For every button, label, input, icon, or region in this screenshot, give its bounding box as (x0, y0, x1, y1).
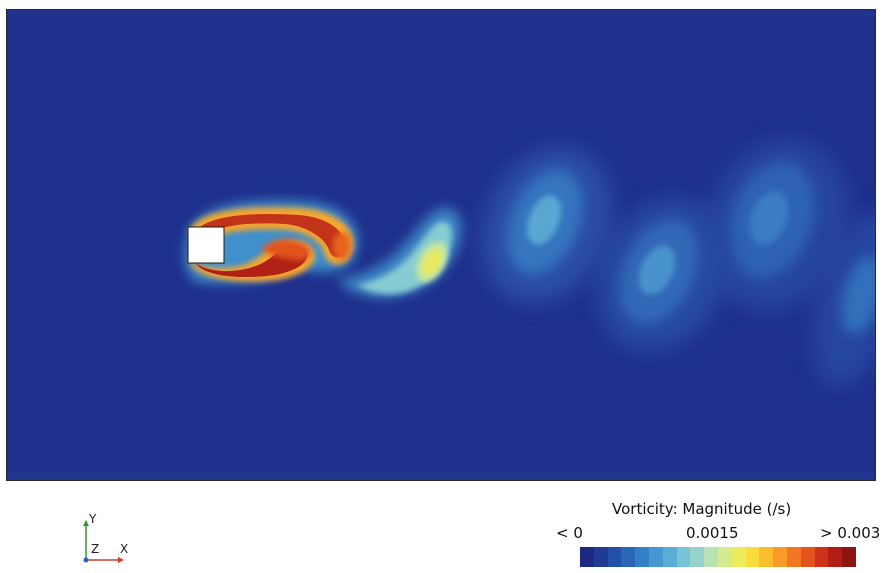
mid-wake-vortices (480, 146, 728, 353)
bottom-wall-band (7, 472, 875, 480)
colorbar-swatch (786, 547, 801, 567)
axes-triad: Y Z X (78, 508, 138, 568)
colorbar-swatch (814, 547, 829, 567)
colorbar-swatch (731, 547, 746, 567)
wake-vortex-far-1-center (749, 190, 789, 246)
legend-max-label: > 0.003 (820, 524, 881, 542)
colorbar-swatch (828, 547, 843, 567)
colorbar-swatch (621, 547, 636, 567)
wake-vortex-mid-1-center (638, 245, 676, 295)
colorbar-swatch (593, 547, 608, 567)
x-axis-label: X (120, 542, 129, 556)
shear-layer-region (185, 200, 358, 283)
wake-vortex-mid-2-center (527, 195, 561, 245)
colorbar-swatch (648, 547, 663, 567)
upper-shear-band-core (195, 213, 346, 258)
top-wall-band (7, 10, 875, 16)
y-axis-arrow (83, 520, 89, 526)
vorticity-field (7, 10, 875, 480)
square-obstacle (187, 226, 225, 264)
legend-title: Vorticity: Magnitude (/s) (612, 500, 792, 518)
colorbar-swatch (690, 547, 705, 567)
inner-curl (262, 239, 311, 261)
x-axis-arrow (118, 557, 124, 563)
far-wake-vortices (704, 138, 875, 388)
near-wake-shed-vortex (337, 207, 462, 298)
colorbar-swatch (842, 547, 856, 567)
colorbar-swatch (773, 547, 787, 567)
legend-mid-label: 0.0015 (686, 524, 739, 542)
colorbar-swatch (745, 547, 760, 567)
z-axis-label: Z (91, 542, 100, 556)
colorbar-swatch (759, 547, 774, 567)
y-axis-label: Y (89, 512, 97, 526)
colorbar-swatch (635, 547, 649, 567)
axes-triad-icon (83, 520, 124, 563)
colorbar-swatch (717, 547, 732, 567)
colorbar-swatch (607, 547, 622, 567)
vorticity-plot-viewport[interactable] (6, 9, 876, 481)
legend-min-label: < 0 (556, 524, 583, 542)
colorbar-swatch (580, 547, 594, 567)
wake-vortex-far-2-core (841, 256, 875, 334)
z-axis-dot (83, 557, 89, 563)
curl-tip (333, 232, 351, 260)
colorbar-swatch (800, 547, 815, 567)
colorbar-swatch (676, 547, 691, 567)
colorbar-swatch (662, 547, 677, 567)
colorbar-swatch (704, 547, 718, 567)
shed-vortex-core (423, 250, 441, 274)
legend-colorbar (580, 547, 856, 567)
